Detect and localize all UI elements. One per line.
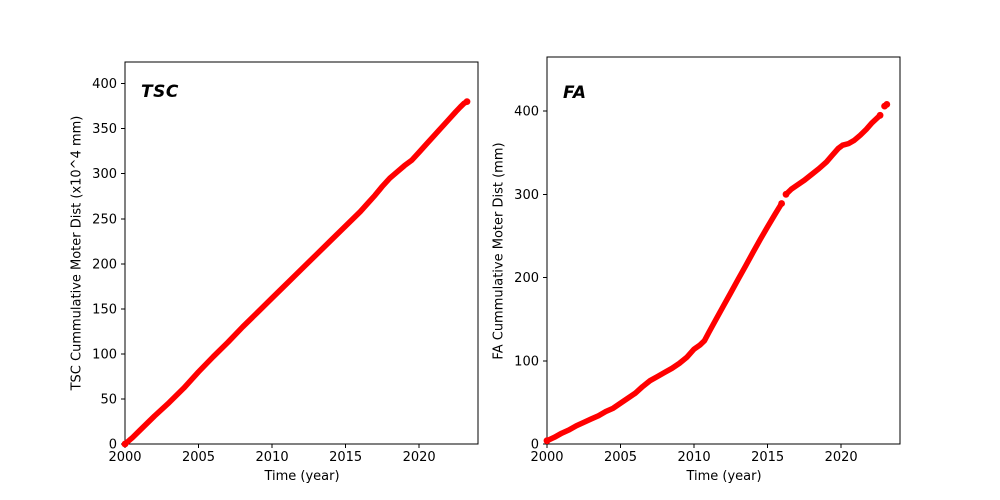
fa-y-axis-label: FA Cummulative Moter Dist (mm) xyxy=(491,142,507,360)
fa-y-tick-label: 100 xyxy=(514,354,539,369)
tsc-y-tick-label: 300 xyxy=(92,167,117,182)
fa-series-point xyxy=(876,111,884,119)
fa-x-tick-label: 2015 xyxy=(751,450,784,465)
fa-panel: 2000 2005 2010 2015 2020 0 100 200 300 400 xyxy=(514,56,901,465)
tsc-series-point xyxy=(121,440,129,448)
panel-label-fa: FA xyxy=(563,83,587,103)
tsc-y-tick-label: 250 xyxy=(92,212,117,227)
tsc-x-tick-label: 2015 xyxy=(329,450,362,465)
tsc-y-tick-label: 400 xyxy=(92,77,117,92)
fa-y-tick-label: 400 xyxy=(514,105,539,120)
tsc-x-tick-label: 2020 xyxy=(403,450,436,465)
fa-x-tick-label: 2000 xyxy=(530,450,563,465)
tsc-axes-box xyxy=(124,61,479,445)
tsc-y-tick-label: 350 xyxy=(92,122,117,137)
tsc-y-tick-label: 100 xyxy=(92,347,117,362)
tsc-x-tick-label: 2010 xyxy=(256,450,289,465)
tsc-y-tick-label: 50 xyxy=(100,392,117,407)
fa-x-tick-label: 2020 xyxy=(825,450,858,465)
tsc-y-axis-label: TSC Cummulative Moter Dist (x10^4 mm) xyxy=(69,115,85,391)
fa-axes-box xyxy=(546,56,901,445)
tsc-y-tick-label: 200 xyxy=(92,257,117,272)
fa-series-path xyxy=(544,200,785,444)
tsc-x-tick-label: 2000 xyxy=(108,450,141,465)
tsc-series-point xyxy=(463,98,471,105)
fa-y-tick-label: 300 xyxy=(514,188,539,203)
tsc-y-tick-label: 150 xyxy=(92,302,117,317)
tsc-panel: 2000 2005 2010 2015 2020 0 50 100 150 200 250 300 35… xyxy=(92,61,479,465)
panel-label-tsc: TSC xyxy=(141,82,179,102)
fa-x-tick-label: 2010 xyxy=(678,450,711,465)
fa-series-point xyxy=(883,101,891,108)
fa-series-point xyxy=(782,190,790,198)
fa-y-tick-label: 200 xyxy=(514,271,539,286)
fa-x-axis-label: Time (year) xyxy=(686,469,762,484)
fa-y-tick-label: 0 xyxy=(531,438,539,453)
tsc-y-tick-label: 0 xyxy=(109,438,117,453)
tsc-series-path xyxy=(122,98,470,447)
fa-x-tick-label: 2005 xyxy=(604,450,637,465)
fa-series-point xyxy=(778,200,785,207)
tsc-x-axis-label: Time (year) xyxy=(264,469,340,484)
fa-series-path xyxy=(783,112,883,198)
fa-series-point xyxy=(543,437,551,445)
tsc-x-tick-label: 2005 xyxy=(182,450,215,465)
